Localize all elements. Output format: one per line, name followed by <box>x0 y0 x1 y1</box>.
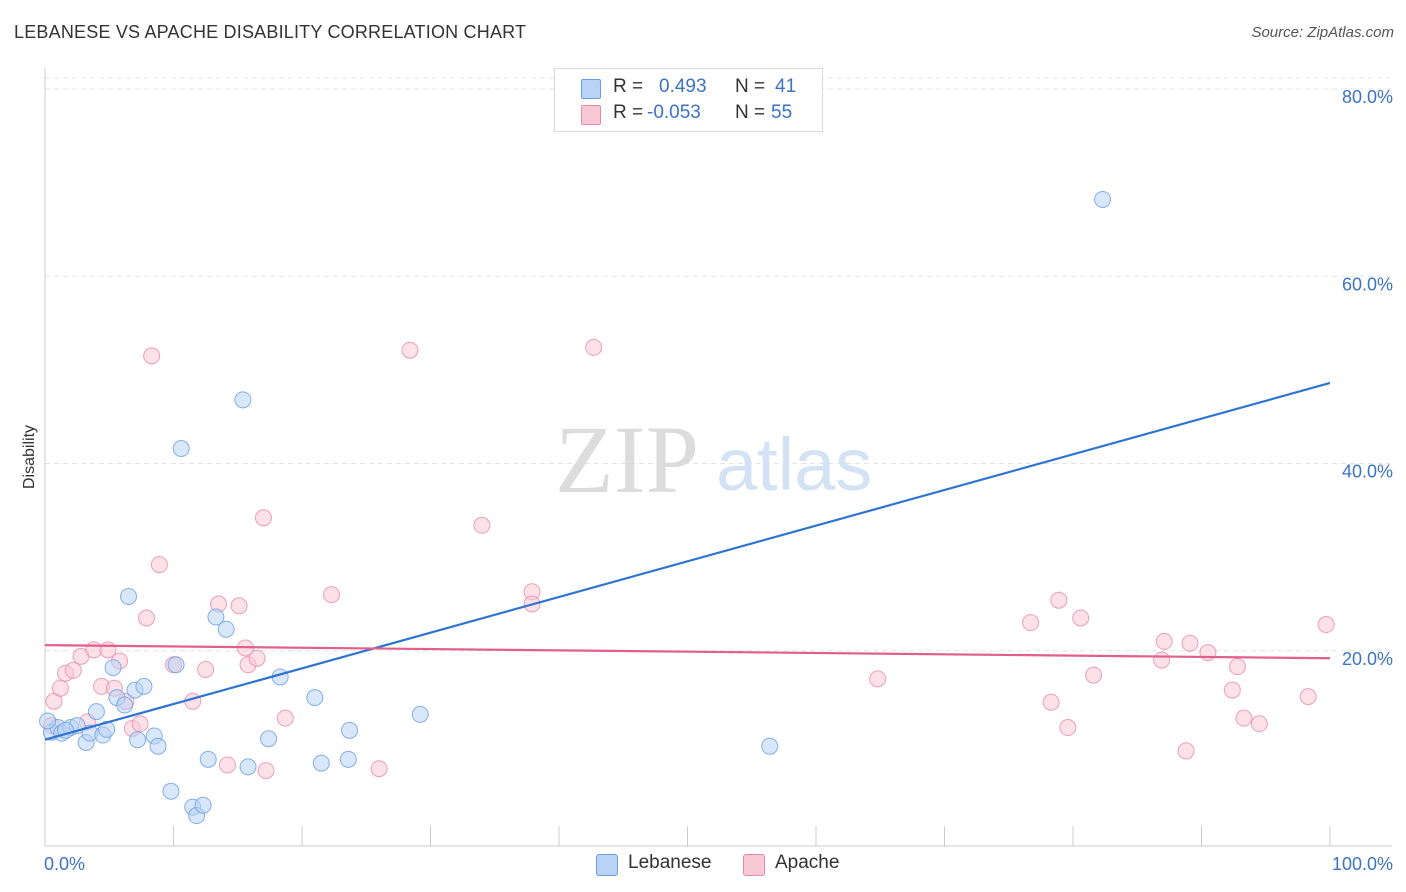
lebanese-point <box>339 750 357 768</box>
legend-swatch-apache <box>743 854 765 876</box>
apache-point <box>85 641 103 659</box>
lebanese-point <box>104 659 122 677</box>
apache-point <box>254 509 272 527</box>
legend-n-value: 41 <box>775 76 797 97</box>
apache-point <box>248 649 266 667</box>
lebanese-point <box>312 754 330 772</box>
watermark-atlas: atlas <box>716 423 872 506</box>
apache-point <box>1050 591 1068 609</box>
lebanese-points <box>39 190 1112 825</box>
y-tick-label: 40.0% <box>1342 462 1393 482</box>
apache-point <box>401 341 419 359</box>
trend-lines <box>44 381 1331 741</box>
legend-swatch-lebanese <box>596 854 618 876</box>
legend-swatch-lebanese <box>581 79 601 99</box>
tick-labels: 20.0% 40.0% 60.0% 80.0% 0.0% 100.0% <box>44 87 1393 874</box>
apache-point <box>1223 681 1241 699</box>
lebanese-point <box>135 677 153 695</box>
legend-r-label: R = <box>613 76 644 97</box>
x-tick-label: 0.0% <box>44 854 85 874</box>
apache-point <box>131 715 149 733</box>
legend-n-label: N = <box>735 102 766 123</box>
lebanese-point <box>120 587 138 605</box>
apache-point <box>1085 666 1103 684</box>
apache-point <box>143 347 161 365</box>
y-axis-label: Disability <box>21 425 38 489</box>
lebanese-point <box>260 730 278 748</box>
apache-point <box>370 760 388 778</box>
legend-label-apache: Apache <box>775 852 840 873</box>
apache-point <box>138 609 156 627</box>
lebanese-point <box>411 705 429 723</box>
apache-point <box>257 762 275 780</box>
apache-point <box>1153 651 1171 669</box>
apache-points <box>42 338 1335 780</box>
apache-point <box>1317 616 1335 634</box>
lebanese-point <box>306 689 324 707</box>
apache-point <box>1181 634 1199 652</box>
legend-n-value: 55 <box>771 102 793 123</box>
lebanese-point <box>87 703 105 721</box>
apache-point <box>585 338 603 356</box>
legend-r-value: 0.493 <box>659 76 707 97</box>
legend-r-value: -0.053 <box>647 102 701 123</box>
lebanese-point <box>234 391 252 409</box>
x-tick-label: 100.0% <box>1332 854 1393 874</box>
lebanese-point <box>194 796 212 814</box>
grid-lines <box>45 77 1392 652</box>
watermark: ZIP atlas <box>555 406 872 513</box>
legend-swatch-apache <box>581 105 601 125</box>
apache-point <box>1299 688 1317 706</box>
apache-point <box>869 670 887 688</box>
watermark-zip: ZIP <box>555 406 699 513</box>
lebanese-point <box>39 712 57 730</box>
lebanese-point <box>116 696 134 714</box>
source-label: Source: ZipAtlas.com <box>1251 24 1394 41</box>
lebanese-point <box>129 731 147 749</box>
lebanese-point <box>162 782 180 800</box>
legend-label-lebanese: Lebanese <box>628 852 712 873</box>
apache-point <box>1059 719 1077 737</box>
apache-point <box>1228 658 1246 676</box>
lebanese-point <box>239 758 257 776</box>
apache-point <box>197 660 215 678</box>
lebanese-point <box>98 720 116 738</box>
apache-point <box>1022 614 1040 632</box>
lebanese-trend-line <box>44 381 1331 741</box>
lebanese-point <box>761 737 779 755</box>
apache-point <box>1177 742 1195 760</box>
apache-point <box>1235 709 1253 727</box>
apache-point <box>1155 632 1173 650</box>
lebanese-point <box>217 620 235 638</box>
apache-point <box>1199 644 1217 662</box>
apache-point <box>1250 715 1268 733</box>
apache-point <box>230 597 248 615</box>
apache-trend-line <box>44 644 1331 660</box>
chart-title: LEBANESE VS APACHE DISABILITY CORRELATIO… <box>14 22 527 42</box>
legend-n-label: N = <box>735 76 766 97</box>
apache-point <box>64 661 82 679</box>
lebanese-point <box>1094 190 1112 208</box>
apache-point <box>1072 609 1090 627</box>
apache-point <box>473 516 491 534</box>
lebanese-point <box>149 737 167 755</box>
y-tick-label: 80.0% <box>1342 87 1393 107</box>
lebanese-point <box>172 440 190 458</box>
lebanese-point <box>341 721 359 739</box>
lebanese-point <box>167 656 185 674</box>
apache-point <box>323 586 341 604</box>
y-tick-label: 20.0% <box>1342 649 1393 669</box>
legend-r-label: R = <box>613 102 644 123</box>
apache-point <box>51 679 69 697</box>
lebanese-point <box>199 750 217 768</box>
lebanese-point <box>207 608 225 626</box>
apache-point <box>150 556 168 574</box>
apache-point <box>1042 693 1060 711</box>
stats-legend: R = 0.493 N = 41 R = -0.053 N = 55 <box>554 68 823 132</box>
y-tick-label: 60.0% <box>1342 274 1393 294</box>
apache-point <box>276 709 294 727</box>
apache-point <box>218 756 236 774</box>
